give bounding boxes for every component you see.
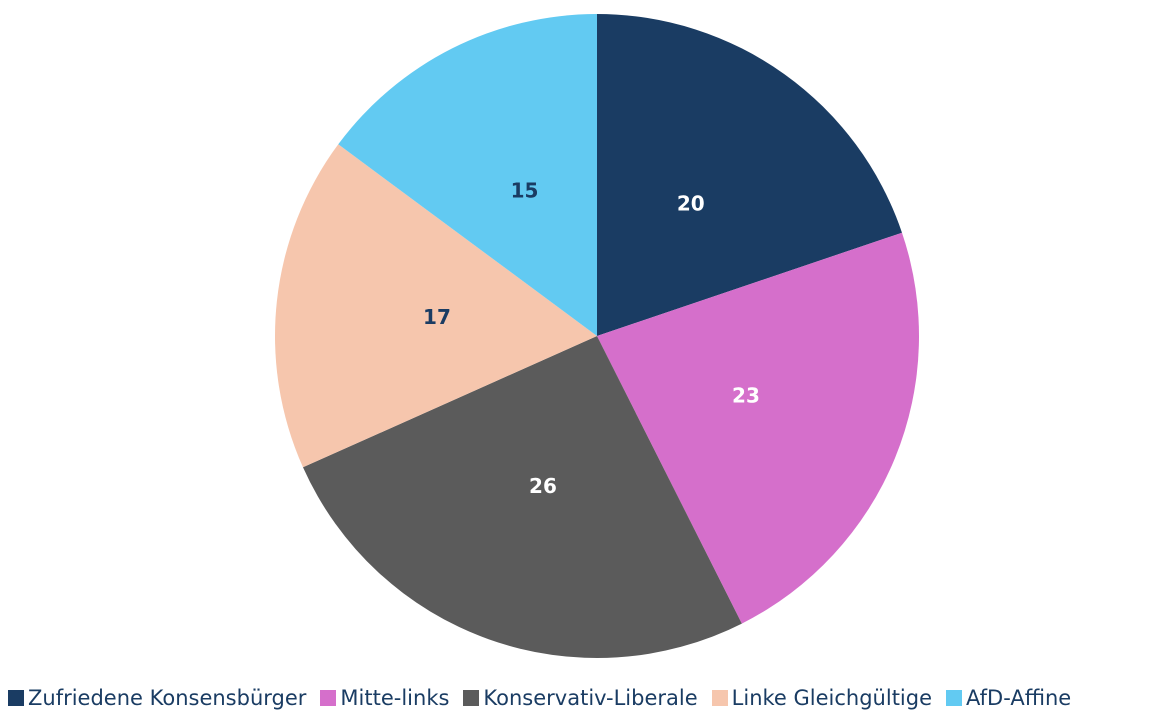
- legend-swatch: [463, 690, 480, 706]
- pie-slice: [302, 336, 742, 658]
- data-label: 17: [423, 305, 451, 329]
- legend-swatch: [8, 690, 24, 706]
- pie-slice: [338, 14, 597, 336]
- legend: Zufriedene Konsensbürger Mitte-links Konse…: [8, 686, 1071, 710]
- legend-item: Konservativ-Liberale: [463, 686, 698, 710]
- chart: 20 23 26 17 15: [274, 14, 919, 658]
- legend-label: Mitte-links: [340, 686, 450, 710]
- pie-slice: [597, 14, 902, 336]
- legend-label: Linke Gleichgültige: [731, 686, 933, 710]
- legend-label: AfD-Affine: [966, 686, 1072, 710]
- data-label: 20: [677, 192, 705, 216]
- pie-slice: [274, 144, 597, 468]
- legend-item: AfD-Affine: [946, 686, 1071, 710]
- legend-item: Mitte-links: [320, 686, 449, 710]
- legend-swatch: [711, 690, 728, 706]
- legend-label: Zufriedene Konsensbürger: [28, 686, 307, 710]
- legend-item: Linke Gleichgültige: [711, 686, 933, 710]
- data-label: 26: [529, 474, 557, 498]
- legend-swatch: [320, 690, 337, 706]
- legend-item: Zufriedene Konsensbürger: [8, 686, 306, 710]
- legend-swatch: [946, 690, 963, 706]
- pie-slice: [597, 232, 919, 624]
- legend-label: Konservativ-Liberale: [483, 686, 698, 710]
- data-label: 23: [732, 384, 760, 408]
- data-label: 15: [511, 179, 539, 203]
